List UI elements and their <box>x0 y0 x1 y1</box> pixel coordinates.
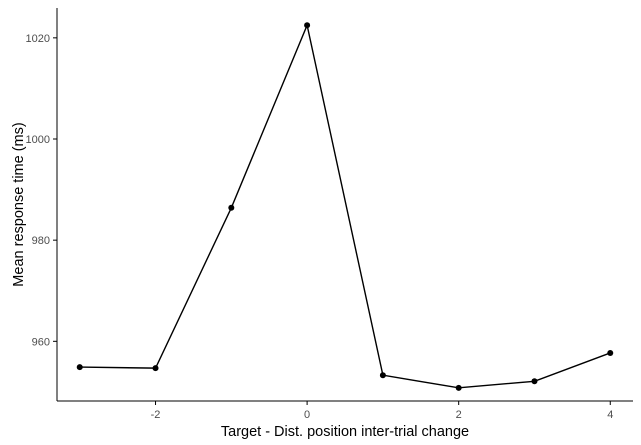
data-point <box>152 365 159 372</box>
x-tick-label: 2 <box>456 409 462 421</box>
axes <box>56 8 633 402</box>
data-point <box>228 204 235 211</box>
data-point <box>379 372 386 379</box>
data-point <box>304 22 311 29</box>
x-tick-label: -2 <box>151 409 161 421</box>
y-tick-label: 980 <box>32 235 50 247</box>
y-tick-label: 1000 <box>26 134 50 146</box>
x-tick-label: 4 <box>607 409 613 421</box>
x-ticks: -2 0 2 4 <box>151 401 613 421</box>
data-point <box>607 349 614 356</box>
data-point <box>76 364 83 371</box>
data-point <box>531 378 538 385</box>
x-tick-label: 0 <box>304 409 310 421</box>
series-line <box>79 22 611 389</box>
data-point <box>455 384 462 391</box>
y-axis-title: Mean response time (ms) <box>11 122 27 286</box>
x-axis-title: Target - Dist. position inter-trial chan… <box>221 424 469 440</box>
y-tick-label: 960 <box>32 336 50 348</box>
y-tick-label: 1020 <box>26 33 50 45</box>
data-points <box>76 22 614 391</box>
y-ticks: 960 980 1000 1020 <box>26 33 57 348</box>
